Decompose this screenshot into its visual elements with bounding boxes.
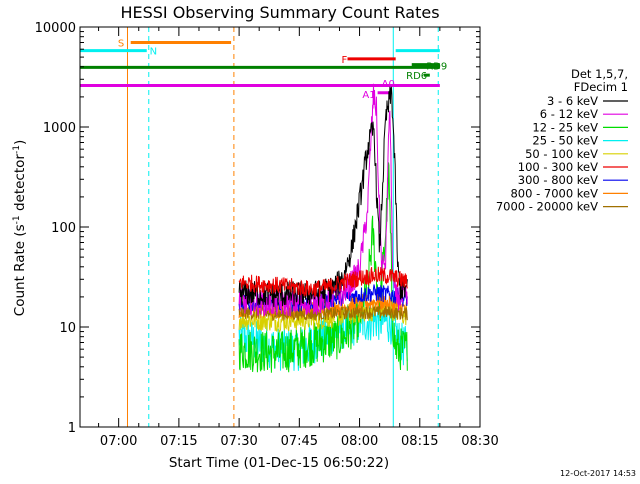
flag-label: RD6 xyxy=(406,71,427,82)
y-tick-label: 1 xyxy=(68,421,76,436)
series-line xyxy=(238,83,408,317)
y-label-part: detector xyxy=(12,154,28,216)
y-axis-label: Count Rate (s-1 detector-1) xyxy=(12,140,28,316)
legend-entry-label: 3 - 6 keV xyxy=(547,94,598,108)
y-label-part: ) xyxy=(12,140,28,145)
legend-header: Det 1,5,7, xyxy=(571,67,628,81)
y-tick-label: 10000 xyxy=(35,21,76,36)
x-tick-label: 08:30 xyxy=(461,434,498,449)
series-line xyxy=(238,304,408,322)
x-tick-label: 08:00 xyxy=(341,434,378,449)
flag-label: N xyxy=(150,47,157,58)
flag-label: RD9 xyxy=(426,62,447,73)
flag-label: A1 xyxy=(362,90,375,101)
legend-entry-label: 800 - 7000 keV xyxy=(510,186,598,200)
flag-label: A0 xyxy=(382,79,395,90)
footer-timestamp: 12-Oct-2017 14:53 xyxy=(560,469,636,478)
series-line xyxy=(238,266,408,298)
x-tick-label: 07:30 xyxy=(220,434,257,449)
x-tick-label: 07:15 xyxy=(160,434,197,449)
x-tick-label: 07:00 xyxy=(100,434,137,449)
y-label-part: Count Rate (s xyxy=(12,224,28,316)
x-tick-label: 07:45 xyxy=(281,434,318,449)
legend-entry-label: 300 - 800 keV xyxy=(518,173,598,187)
svg-text:Count Rate (s-1 detector-1): Count Rate (s-1 detector-1) xyxy=(12,140,28,316)
y-tick-label: 100 xyxy=(51,221,76,236)
flag-label: S xyxy=(118,38,124,49)
y-label-sup: -1 xyxy=(12,145,22,154)
legend-entry-label: 50 - 100 keV xyxy=(525,147,598,161)
legend-entry-label: 6 - 12 keV xyxy=(540,107,598,121)
legend-entry-label: 7000 - 20000 keV xyxy=(496,200,598,214)
y-tick-label: 1000 xyxy=(43,121,76,136)
x-axis-label: Start Time (01-Dec-15 06:50:22) xyxy=(169,455,389,471)
legend-entry-label: 12 - 25 keV xyxy=(532,120,598,134)
legend-entry-label: 100 - 300 keV xyxy=(518,160,598,174)
flag-label: F xyxy=(341,55,347,66)
legend-entry-label: 25 - 50 keV xyxy=(532,134,598,148)
chart-title: HESSI Observing Summary Count Rates xyxy=(120,3,439,22)
y-tick-label: 10 xyxy=(59,321,76,336)
axes: 1 10 100 1000 10000 07:00 07:15 07:30 07:45 08:00… xyxy=(35,21,499,449)
legend-header: FDecim 1 xyxy=(574,80,628,94)
y-label-sup: -1 xyxy=(12,215,22,224)
x-tick-label: 08:15 xyxy=(401,434,438,449)
series-line xyxy=(238,86,408,307)
